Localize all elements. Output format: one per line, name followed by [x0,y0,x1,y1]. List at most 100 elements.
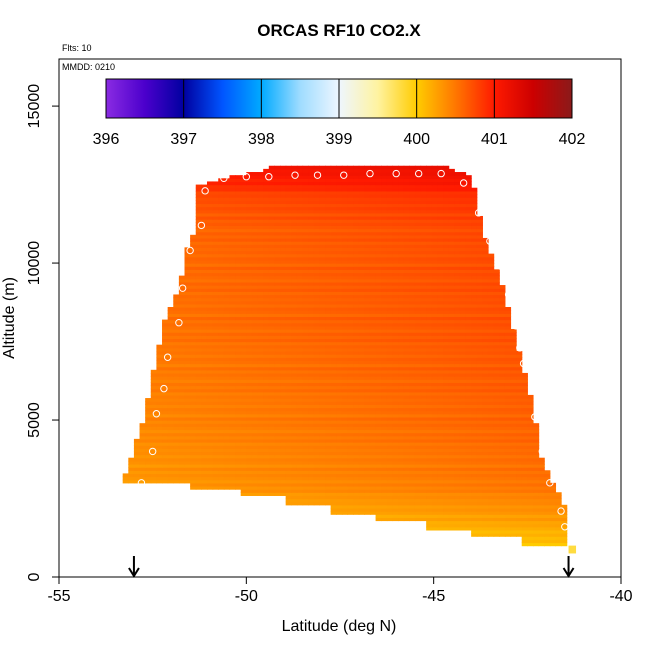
curtain-cell [235,360,242,365]
curtain-cell [336,288,343,292]
curtain-cell [336,376,343,380]
curtain-cell [459,438,467,443]
curtain-cell [443,372,450,377]
curtain-cell [409,344,416,349]
curtain-cell [403,504,410,509]
curtain-cell [195,470,202,474]
curtain-cell [510,404,517,409]
curtain-cell [145,454,152,459]
curtain-cell [420,394,427,399]
curtain-cell [285,438,292,443]
curtain-cell [156,366,163,371]
curtain-cell [493,338,500,343]
curtain-cell [274,460,281,465]
curtain-cell [364,357,371,361]
curtain-cell [381,391,388,396]
curtain-cell [499,385,506,390]
curtain-cell [246,281,253,286]
curtain-cell [167,344,174,349]
curtain-cell [493,394,500,399]
curtain-cell [319,285,326,289]
curtain-cell [392,360,399,365]
curtain-cell [229,391,236,396]
curtain-cell [471,303,478,308]
curtain-cell [195,442,202,446]
curtain-cell [235,420,242,424]
curtain-cell [431,366,439,371]
curtain-cell [482,410,489,415]
curtain-cell [448,281,455,286]
curtain-cell [459,523,467,528]
curtain-cell [173,442,180,446]
curtain-cell [229,426,236,431]
curtain-cell [240,482,247,487]
curtain-cell [336,473,343,478]
curtain-cell [476,300,483,305]
curtain-cell [476,485,483,490]
curtain-cell [431,350,439,355]
curtain-cell [133,442,141,446]
curtain-cell [201,410,208,415]
curtain-cell [263,420,270,424]
curtain-cell [516,445,523,449]
curtain-cell [369,354,377,358]
curtain-cell [437,303,444,308]
curtain-cell [302,316,309,321]
curtain-cell [437,328,444,333]
curtain-cell [364,482,371,487]
curtain-cell [398,463,405,468]
curtain-cell [336,372,343,377]
curtain-cell [443,426,450,431]
curtain-cell [437,413,444,418]
curtain-cell [201,426,208,431]
curtain-cell [274,372,281,377]
curtain-cell [527,429,534,434]
curtain-cell [521,457,528,462]
curtain-cell [353,435,360,440]
curtain-cell [206,438,214,443]
curtain-cell [347,413,354,418]
curtain-cell [353,291,360,296]
curtain-cell [235,398,242,402]
curtain-cell [504,363,512,368]
curtain-cell [493,435,500,440]
curtain-cell [527,454,534,459]
curtain-cell [145,426,152,431]
curtain-cell [364,338,371,343]
curtain-cell [229,376,236,380]
curtain-cell [201,454,208,459]
curtain-cell [206,382,214,387]
curtain-cell [504,504,512,509]
curtain-cell [409,294,416,299]
curtain-cell [251,394,259,399]
curtain-cell [319,451,326,456]
curtain-cell [482,388,489,393]
curtain-cell [499,300,506,305]
curtain-cell [521,429,528,434]
curtain-cell [302,357,309,361]
curtain-cell [420,369,427,374]
curtain-cell [437,432,444,437]
curtain-cell [443,416,450,421]
curtain-cell [437,485,444,490]
curtain-cell [150,391,158,396]
curtain-cell [263,391,270,396]
curtain-cell [223,363,231,368]
curtain-cell [336,347,343,352]
curtain-cell [178,288,186,292]
curtain-cell [325,382,332,387]
curtain-cell [206,319,214,324]
curtain-cell [465,495,472,500]
curtain-cell [487,463,495,468]
curtain-cell [263,489,270,493]
curtain-cell [476,504,483,509]
curtain-cell [454,332,461,336]
curtain-cell [375,388,382,393]
curtain-cell [341,401,349,405]
curtain-cell [212,470,219,474]
curtain-cell [240,492,247,496]
curtain-cell [375,303,382,308]
curtain-cell [403,281,410,286]
curtain-cell [167,335,174,340]
curtain-cell [510,391,517,396]
